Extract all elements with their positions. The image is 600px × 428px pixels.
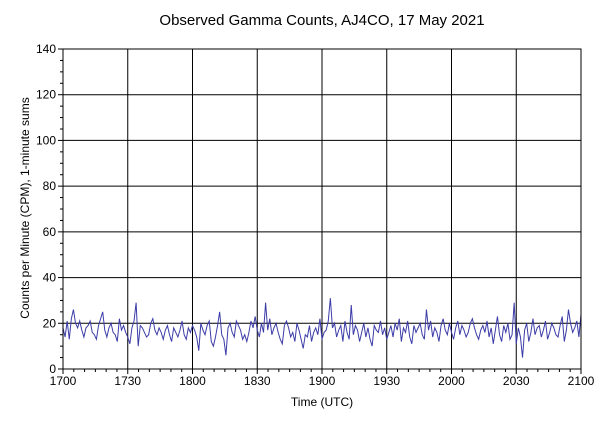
grid [63, 49, 581, 369]
y-tick-label: 20 [43, 316, 57, 330]
y-axis-title: Counts per Minute (CPM), 1-minute sums [18, 97, 32, 318]
x-tick-label: 1700 [50, 374, 77, 388]
x-tick-label: 2100 [568, 374, 595, 388]
x-axis: 1700 1730 1800 1830 1900 1930 2000 2030 2100 [50, 369, 595, 388]
series-layer [62, 298, 582, 358]
y-tick-label: 0 [49, 362, 56, 376]
x-tick-label: 1930 [373, 374, 400, 388]
y-tick-label: 60 [43, 225, 57, 239]
x-tick-label: 1730 [114, 374, 141, 388]
y-tick-label: 140 [36, 42, 56, 56]
y-tick-label: 100 [36, 133, 56, 147]
x-tick-label: 1800 [179, 374, 206, 388]
y-tick-label: 120 [36, 88, 56, 102]
x-tick-label: 1830 [244, 374, 271, 388]
y-axis: 0 20 40 60 80 100 120 140 [36, 42, 63, 376]
x-tick-label: 2000 [438, 374, 465, 388]
x-tick-label: 1900 [309, 374, 336, 388]
chart-title: Observed Gamma Counts, AJ4CO, 17 May 202… [159, 12, 484, 29]
x-axis-title: Time (UTC) [291, 395, 353, 409]
series-line [62, 298, 582, 358]
x-tick-label: 2030 [503, 374, 530, 388]
y-tick-label: 40 [43, 271, 57, 285]
y-tick-label: 80 [43, 179, 57, 193]
